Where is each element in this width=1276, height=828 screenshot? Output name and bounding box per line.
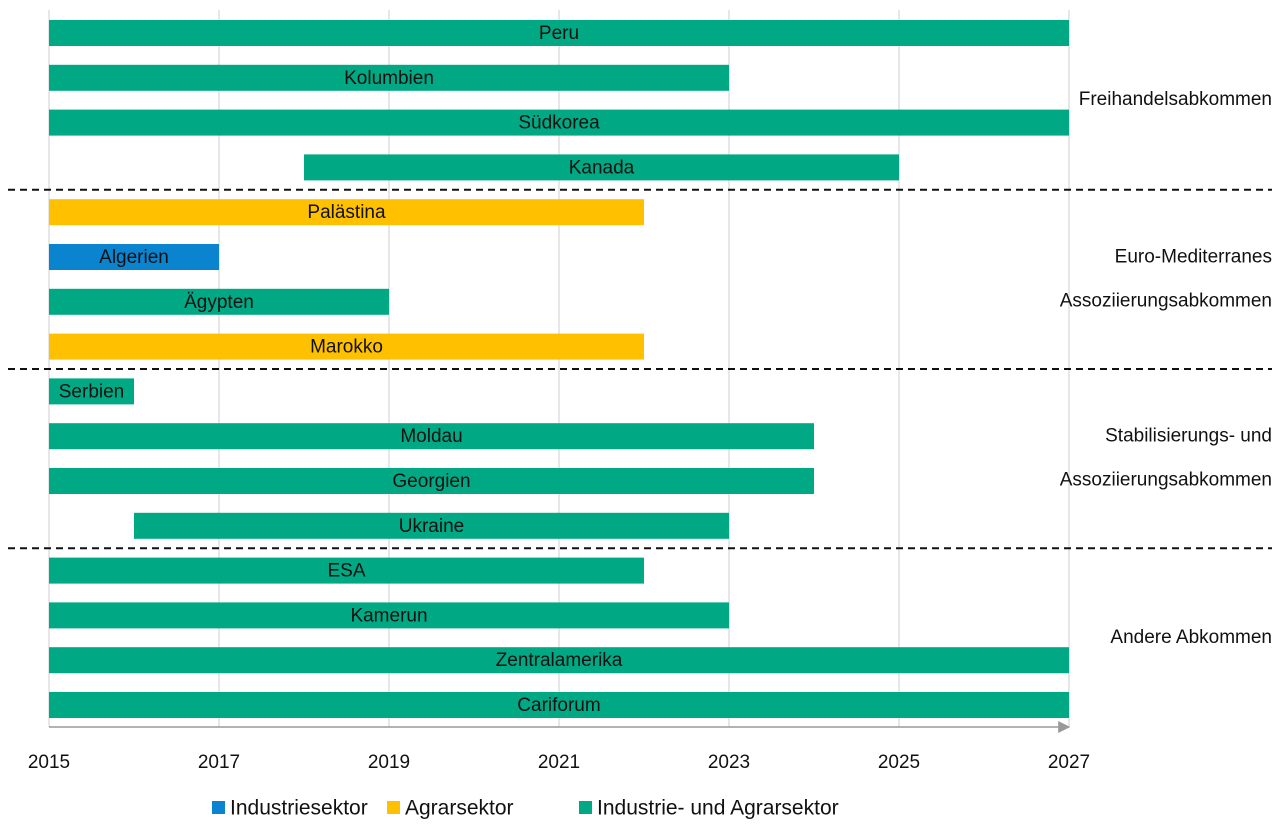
group-label: Freihandelsabkommen — [1079, 89, 1272, 110]
legend-swatch — [212, 801, 225, 814]
bar — [49, 20, 1069, 46]
bar-label: Peru — [539, 23, 579, 44]
bar — [134, 512, 729, 539]
x-tick-label: 2015 — [28, 752, 70, 773]
bar-label: ESA — [327, 561, 365, 582]
legend-swatch — [387, 801, 400, 814]
legend-label: Agrarsektor — [405, 797, 514, 820]
x-tick-label: 2017 — [198, 752, 240, 773]
group-label: Stabilisierungs- und — [1105, 426, 1272, 447]
bar — [49, 602, 729, 629]
bar-label: Kolumbien — [344, 68, 434, 89]
bar-label: Kanada — [569, 157, 635, 178]
bar — [49, 288, 389, 315]
bar-label: Georgien — [392, 471, 470, 492]
group-label: Assoziierungsabkommen — [1060, 470, 1272, 491]
legend-label: Industriesektor — [230, 797, 368, 820]
x-tick-label: 2025 — [878, 752, 920, 773]
bar — [49, 468, 814, 494]
bar-label: Serbien — [59, 381, 125, 402]
bar — [49, 692, 1069, 718]
bar — [304, 154, 899, 181]
x-tick-label: 2019 — [368, 752, 410, 773]
x-tick-label: 2023 — [708, 752, 750, 773]
bar — [49, 423, 814, 450]
bar — [49, 378, 134, 405]
bar-label: Zentralamerika — [496, 650, 623, 671]
bar-label: Ukraine — [399, 516, 464, 537]
x-tick-label: 2021 — [538, 752, 580, 773]
bar — [49, 199, 644, 226]
group-label: Assoziierungsabkommen — [1060, 290, 1272, 311]
bar-label: Algerien — [99, 247, 169, 268]
bar — [49, 64, 729, 91]
group-label: Andere Abkommen — [1110, 627, 1272, 648]
bar-label: Marokko — [310, 337, 383, 358]
bar — [49, 557, 644, 584]
bar — [49, 333, 644, 360]
bar-label: Moldau — [400, 426, 462, 447]
bar — [49, 647, 1069, 674]
bar-label: Südkorea — [518, 113, 600, 134]
legend-label: Industrie- und Agrarsektor — [597, 797, 839, 820]
bar — [49, 244, 219, 270]
legend-swatch — [579, 801, 592, 814]
bar — [49, 109, 1069, 136]
bar-label: Ägypten — [184, 292, 254, 313]
group-label: Euro-Mediterranes — [1115, 246, 1272, 267]
bar-label: Palästina — [307, 202, 386, 223]
x-tick-label: 2027 — [1048, 752, 1090, 773]
bar-label: Kamerun — [350, 605, 427, 626]
bar-label: Cariforum — [517, 695, 600, 716]
